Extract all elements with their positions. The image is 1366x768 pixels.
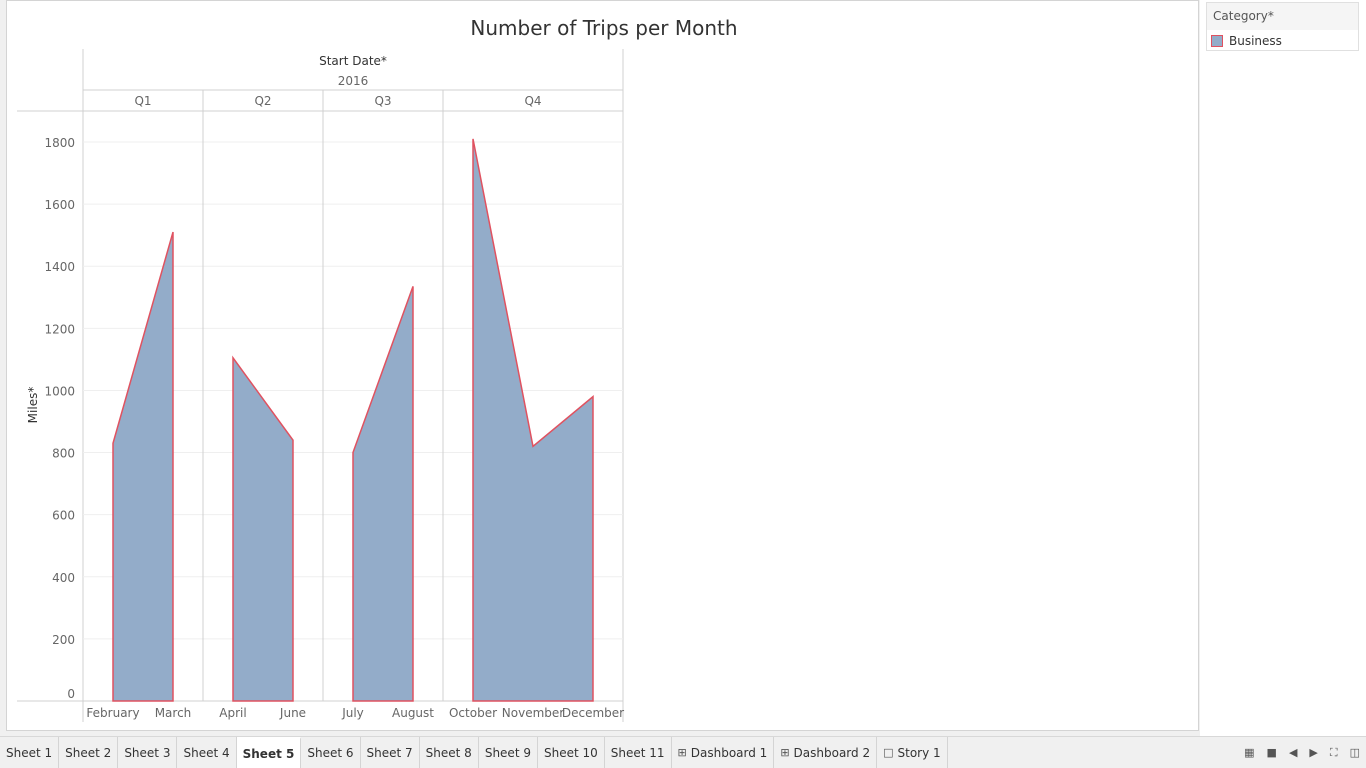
area-q2 [232, 355, 294, 702]
tab-sheet-11[interactable]: Sheet 11 [605, 737, 672, 768]
worksheet-canvas: Number of Trips per Month Start Date* 2016… [6, 0, 1199, 731]
category-legend[interactable]: Category* Business [1206, 2, 1359, 51]
month-label: October [449, 706, 497, 720]
tab-sheet-4[interactable]: Sheet 4 [177, 737, 237, 768]
y-tick-label: 1000 [44, 384, 75, 398]
tab-sheet-5[interactable]: Sheet 5 [236, 737, 302, 768]
column-header: Start Date* [319, 54, 387, 68]
area-q3 [352, 286, 414, 702]
tab-label: Dashboard 2 [793, 745, 871, 760]
dashboard-icon: ⊞ [780, 746, 790, 759]
month-label: June [279, 706, 306, 720]
prev-icon[interactable]: ◀ [1288, 746, 1298, 759]
month-label: December [562, 706, 624, 720]
month-label: April [219, 706, 246, 720]
month-label: February [86, 706, 139, 720]
y-tick-label: 400 [52, 571, 75, 585]
tab-label: Sheet 11 [610, 745, 665, 760]
month-label: August [392, 706, 434, 720]
tab-sheet-7[interactable]: Sheet 7 [361, 737, 420, 768]
y-tick-label: 1600 [44, 198, 75, 212]
tab-label: Sheet 1 [6, 745, 53, 760]
y-tick-label: 1200 [44, 322, 75, 336]
dashboard-icon: ⊞ [677, 746, 687, 759]
tab-label: Story 1 [897, 745, 941, 760]
area-q1 [112, 231, 174, 702]
tab-label: Sheet 10 [543, 745, 598, 760]
quarter-label: Q2 [254, 94, 271, 108]
quarter-label: Q4 [524, 94, 541, 108]
y-tick-label: 1400 [44, 260, 75, 274]
tab-label: Dashboard 1 [690, 745, 768, 760]
sheet-tab-bar: Sheet 1 Sheet 2 Sheet 3 Sheet 4 Sheet 5 Sheet… [0, 736, 1366, 768]
area-q4 [472, 138, 594, 702]
next-icon[interactable]: ▶ [1309, 746, 1318, 759]
sheet-sorter-icon[interactable]: ▦ [1244, 746, 1255, 759]
tab-label: Sheet 9 [484, 745, 531, 760]
tab-label: Sheet 2 [65, 745, 112, 760]
legend-swatch [1211, 35, 1223, 47]
legend-label: Business [1229, 34, 1282, 48]
y-axis-label: Miles* [26, 387, 40, 424]
tab-sheet-8[interactable]: Sheet 8 [420, 737, 479, 768]
tab-label: Sheet 7 [366, 745, 413, 760]
quarter-label: Q3 [374, 94, 391, 108]
tab-label: Sheet 6 [307, 745, 354, 760]
tab-dashboard-2[interactable]: ⊞ Dashboard 2 [774, 737, 878, 768]
presentation-icon[interactable]: ◫ [1349, 746, 1360, 759]
legend-panel: Category* Business [1200, 0, 1366, 736]
month-label: March [155, 706, 192, 720]
tab-sheet-6[interactable]: Sheet 6 [301, 737, 361, 768]
filmstrip-icon[interactable]: ■ [1266, 746, 1277, 759]
tab-label: Sheet 3 [124, 745, 171, 760]
y-tick-label: 600 [52, 509, 75, 523]
tab-dashboard-1[interactable]: ⊞ Dashboard 1 [672, 737, 775, 768]
year-label: 2016 [338, 74, 369, 88]
tab-label: Sheet 8 [425, 745, 472, 760]
story-icon: □ [883, 746, 894, 759]
y-tick-label: 200 [52, 633, 75, 647]
tab-story-1[interactable]: □ Story 1 [877, 737, 948, 768]
quarter-label: Q1 [134, 94, 151, 108]
month-label: November [502, 706, 564, 720]
tab-label: Sheet 4 [183, 745, 230, 760]
tab-controls: ▦ ■ ◀ ▶ ⛶ ◫ [1244, 737, 1360, 768]
y-tick-label: 1800 [44, 136, 75, 150]
y-tick-label: 0 [67, 687, 75, 701]
y-tick-label: 800 [52, 447, 75, 461]
legend-title: Category* [1207, 3, 1358, 30]
tab-label: Sheet 5 [242, 746, 295, 761]
area-chart: Number of Trips per Month Start Date* 2016… [17, 16, 738, 722]
tab-sheet-1[interactable]: Sheet 1 [0, 737, 60, 768]
month-label: July [341, 706, 364, 720]
chart-title: Number of Trips per Month [470, 16, 737, 40]
tab-sheet-9[interactable]: Sheet 9 [479, 737, 538, 768]
legend-item-business[interactable]: Business [1211, 33, 1282, 49]
tab-sheet-3[interactable]: Sheet 3 [118, 737, 178, 768]
tab-sheet-2[interactable]: Sheet 2 [59, 737, 119, 768]
fullscreen-icon[interactable]: ⛶ [1329, 745, 1338, 759]
tab-sheet-10[interactable]: Sheet 10 [538, 737, 605, 768]
